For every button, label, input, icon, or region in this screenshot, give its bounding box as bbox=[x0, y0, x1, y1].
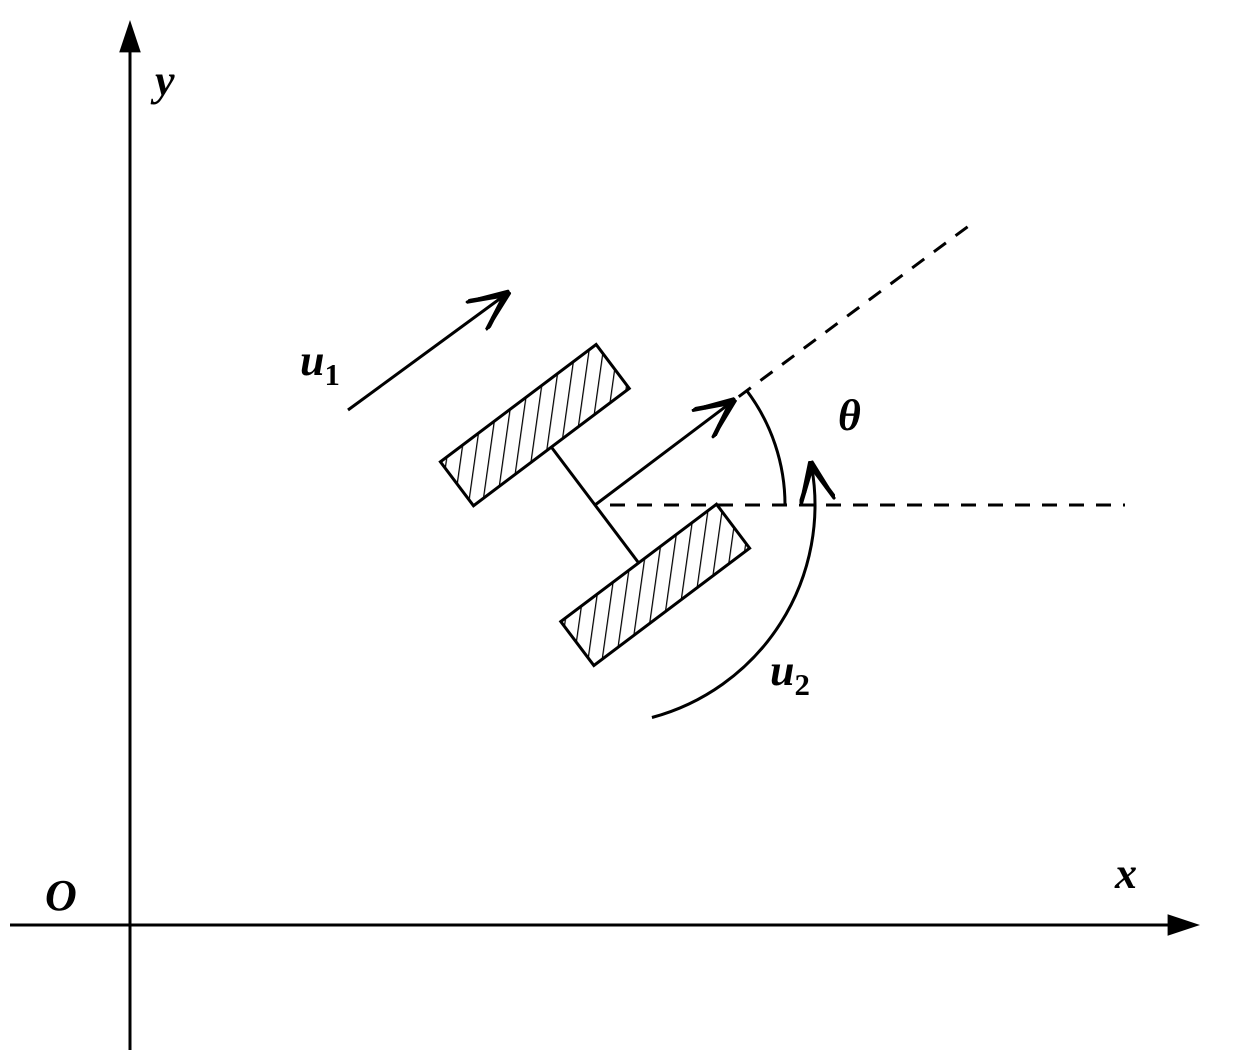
robot bbox=[440, 301, 807, 666]
u1-velocity-arrow bbox=[348, 295, 505, 410]
robot-wheel-right bbox=[561, 504, 750, 665]
origin-label: O bbox=[45, 870, 77, 921]
y-axis-label: y bbox=[155, 55, 175, 106]
theta-label: θ bbox=[838, 390, 861, 441]
robot-heading-arrow bbox=[595, 403, 731, 505]
theta-angle-arc bbox=[747, 391, 785, 505]
u2-label: u2 bbox=[770, 645, 810, 703]
x-axis-label: x bbox=[1115, 848, 1137, 899]
u1-label: u1 bbox=[300, 335, 340, 393]
coordinate-diagram bbox=[0, 0, 1240, 1060]
y-axis-arrow bbox=[119, 20, 141, 52]
robot-wheel-left bbox=[440, 344, 629, 505]
x-axis-arrow bbox=[1168, 914, 1200, 936]
heading-extension-line bbox=[739, 225, 970, 397]
